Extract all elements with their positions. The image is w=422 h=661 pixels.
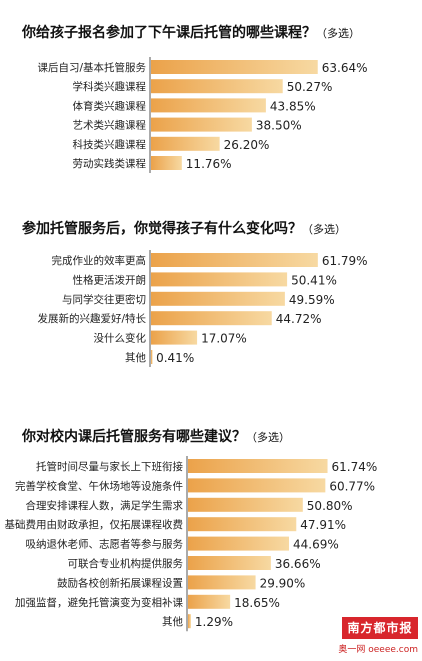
chart-2: 参加托管服务后，你觉得孩子有什么变化吗？（多选） 完成作业的效率更高 61.79% 性… [22,220,368,367]
chart-title: 你给孩子报名参加了下午课后托管的哪些课程？（多选） [21,24,360,41]
bar [151,350,153,364]
value-label: 60.77% [329,479,375,493]
category-label: 其他 [125,351,146,364]
value-label: 49.59% [289,293,335,307]
newspaper-logo: 南方都市报 [342,617,418,639]
value-label: 18.65% [234,596,280,610]
category-label: 劳动实践类课程 [73,157,147,170]
bar [188,459,328,473]
category-label: 托管时间尽量与家长上下班衔接 [36,460,183,473]
category-label: 加强监督，避免托管演变为变相补课 [15,596,183,609]
chart-title: 参加托管服务后，你觉得孩子有什么变化吗？（多选） [22,220,346,237]
value-label: 61.74% [332,460,378,474]
bar [188,594,231,609]
bar [188,575,256,590]
bar [188,614,191,629]
category-label: 吸纳退休老师、志愿者等参与服务 [26,538,184,551]
category-label: 其他 [162,615,183,628]
newspaper-logo-subtitle: 奥一网 oeeee.com [338,645,418,655]
category-label: 鼓励各校创新拓展课程设置 [57,576,183,589]
bar [151,79,283,94]
category-label: 科技类兴趣课程 [73,138,147,151]
category-label: 完成作业的效率更高 [52,254,147,267]
chart-title: 你对校内课后托管服务有哪些建议？（多选） [21,428,290,445]
bar [188,478,326,493]
value-label: 43.85% [270,99,316,113]
value-label: 38.50% [256,119,302,133]
value-label: 17.07% [201,332,247,346]
value-label: 50.27% [287,80,333,94]
bar [188,517,297,532]
bar [151,253,318,267]
value-label: 47.91% [300,518,346,532]
bar [151,156,182,170]
value-label: 11.76% [186,157,232,171]
category-label: 没什么变化 [94,332,147,345]
value-label: 61.79% [322,254,368,268]
value-label: 1.29% [195,615,233,629]
value-label: 36.66% [275,557,321,571]
bar [151,272,288,287]
bar [151,330,198,345]
chart-1: 你给孩子报名参加了下午课后托管的哪些课程？（多选） 课后自习/基本托管服务 63.6… [21,24,368,173]
category-label: 与同学交往更密切 [62,293,146,306]
category-label: 合理安排课程人数，满足学生需求 [26,499,184,512]
category-label: 发展新的兴趣爱好/特长 [37,312,146,325]
value-label: 44.72% [276,312,322,326]
value-label: 63.64% [322,61,368,75]
chart-3: 你对校内课后托管服务有哪些建议？（多选） 托管时间尽量与家长上下班衔接 61.74%… [5,428,378,632]
bar [151,117,252,132]
category-label: 性格更活泼开朗 [73,273,147,286]
value-label: 26.20% [224,138,270,152]
value-label: 44.69% [293,538,339,552]
bar [151,60,318,74]
value-label: 0.41% [156,351,194,365]
value-label: 50.41% [291,273,337,287]
bar [151,98,266,113]
bar [188,556,271,570]
category-label: 完善学校食堂、午休场地等设施条件 [15,479,183,492]
bar [151,136,220,151]
bar [188,497,303,512]
category-label: 课后自习/基本托管服务 [37,61,146,74]
value-label: 50.80% [307,499,353,513]
category-label: 可联合专业机构提供服务 [68,557,184,570]
bar [188,536,289,551]
category-label: 基础费用由财政承担，仅拓展课程收费 [5,518,184,531]
category-label: 体育类兴趣课程 [73,99,147,112]
category-label: 学科类兴趣课程 [73,80,147,93]
category-label: 艺术类兴趣课程 [73,119,147,132]
bar [151,311,272,326]
value-label: 29.90% [260,576,306,590]
bar [151,291,285,306]
